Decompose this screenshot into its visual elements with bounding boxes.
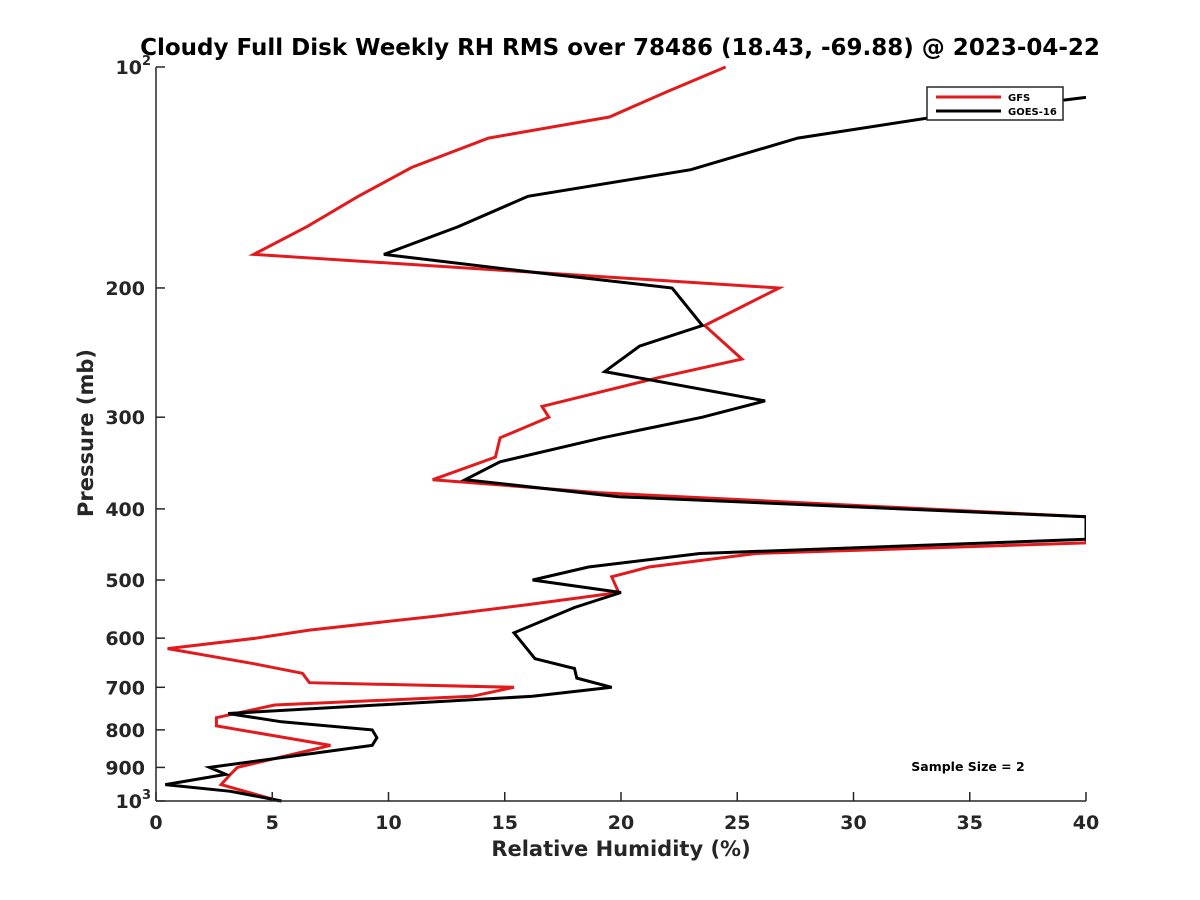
y-tick-label: 500 <box>105 570 145 592</box>
sample-size-annotation: Sample Size = 2 <box>911 759 1024 774</box>
x-tick-label: 0 <box>149 812 162 834</box>
y-tick-label: 200 <box>105 278 145 300</box>
x-tick-label: 30 <box>840 812 866 834</box>
y-tick-label: 400 <box>105 499 145 521</box>
y-ticks: 102 200 300 400 500 600 700 800 900 103 <box>105 54 165 813</box>
y-tick-label: 600 <box>105 628 145 650</box>
y-tick-label: 700 <box>105 677 145 699</box>
y-tick-label: 103 <box>116 788 152 813</box>
x-tick-label: 40 <box>1073 812 1099 834</box>
x-tick-label: 25 <box>724 812 750 834</box>
x-tick-label: 35 <box>957 812 983 834</box>
y-tick-label: 102 <box>116 54 152 79</box>
legend-label: GOES-16 <box>1008 107 1057 118</box>
x-tick-label: 5 <box>266 812 279 834</box>
series-line-gfs <box>167 65 1086 803</box>
x-tick-label: 15 <box>492 812 518 834</box>
x-axis-label: Relative Humidity (%) <box>491 837 750 861</box>
y-tick-label: 300 <box>105 407 145 429</box>
y-tick-label: 900 <box>105 757 145 779</box>
x-ticks: 0 5 10 15 20 25 30 35 40 <box>149 792 1099 834</box>
x-tick-label: 10 <box>375 812 401 834</box>
chart-title: Cloudy Full Disk Weekly RH RMS over 7848… <box>140 35 1100 61</box>
y-axis-label: Pressure (mb) <box>74 349 98 517</box>
x-tick-label: 20 <box>608 812 634 834</box>
legend-label: GFS <box>1008 93 1030 104</box>
y-tick-label: 800 <box>105 720 145 742</box>
series-layer <box>165 65 1086 803</box>
series-line-goes-16 <box>165 95 1086 803</box>
legend-box <box>926 86 1064 121</box>
legend: GFS GOES-16 <box>926 86 1064 121</box>
